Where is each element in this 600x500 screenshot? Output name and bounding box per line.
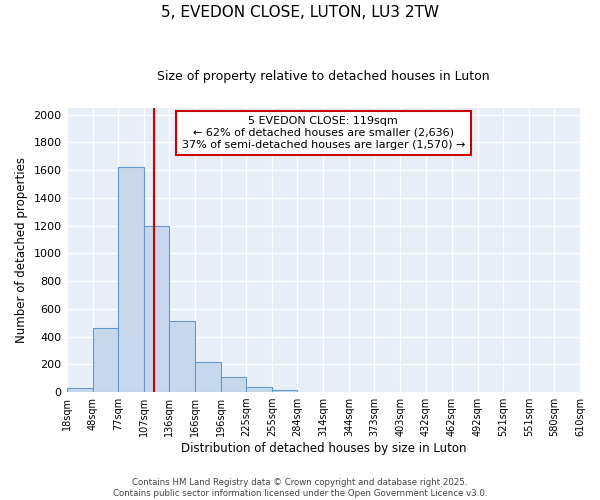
Title: Size of property relative to detached houses in Luton: Size of property relative to detached ho… [157, 70, 490, 83]
Bar [246, 386, 272, 392]
Text: Contains HM Land Registry data © Crown copyright and database right 2025.
Contai: Contains HM Land Registry data © Crown c… [113, 478, 487, 498]
X-axis label: Distribution of detached houses by size in Luton: Distribution of detached houses by size … [181, 442, 466, 455]
Bar [272, 390, 297, 392]
Bar [144, 226, 169, 392]
Bar [67, 388, 92, 392]
Bar [221, 377, 246, 392]
Y-axis label: Number of detached properties: Number of detached properties [15, 157, 28, 343]
Bar [195, 362, 221, 392]
Bar [118, 168, 144, 392]
Bar [169, 322, 195, 392]
Bar [92, 328, 118, 392]
Text: 5, EVEDON CLOSE, LUTON, LU3 2TW: 5, EVEDON CLOSE, LUTON, LU3 2TW [161, 5, 439, 20]
Text: 5 EVEDON CLOSE: 119sqm
← 62% of detached houses are smaller (2,636)
37% of semi-: 5 EVEDON CLOSE: 119sqm ← 62% of detached… [182, 116, 465, 150]
